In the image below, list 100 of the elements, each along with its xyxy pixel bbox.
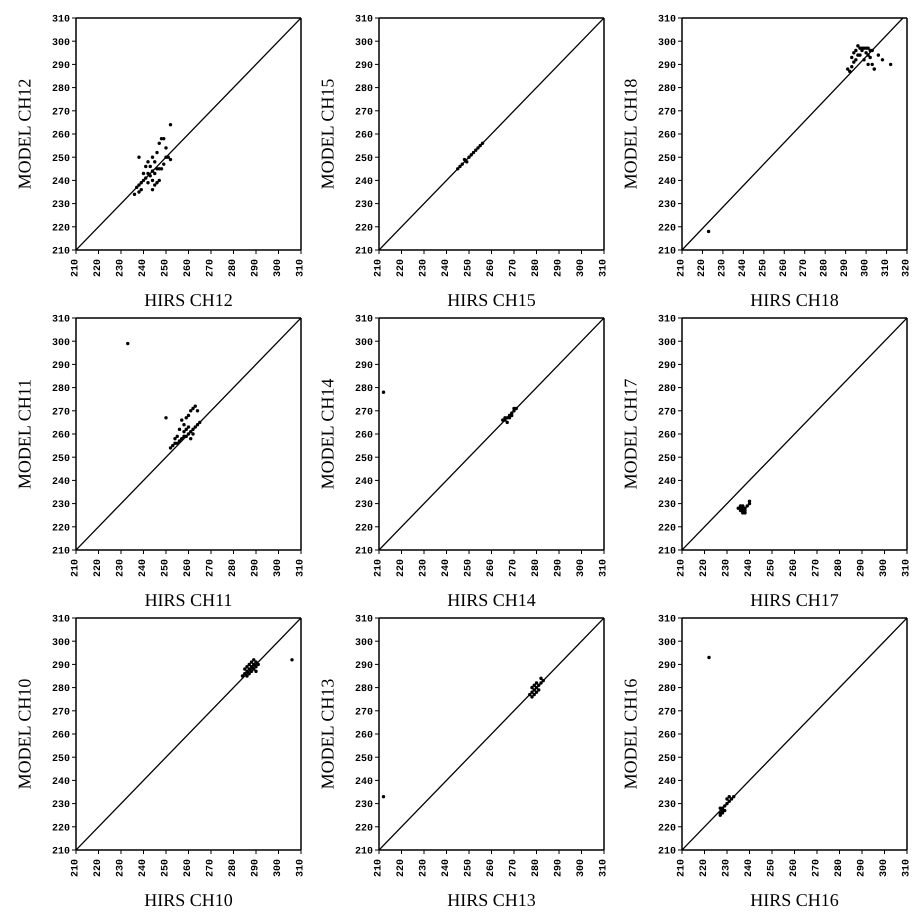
point — [248, 662, 251, 666]
point — [854, 58, 858, 62]
y-tick-label: 230 — [658, 500, 676, 512]
y-axis-title: MODEL CH18 — [620, 78, 640, 190]
x-tick-label: 270 — [206, 559, 216, 578]
y-tick-label: 230 — [52, 500, 70, 512]
y-tick-label: 250 — [354, 154, 373, 165]
y-tick-label: 230 — [354, 500, 373, 512]
y-tick-label: 240 — [354, 776, 373, 788]
point — [186, 425, 190, 429]
y-tick-label: 210 — [658, 546, 676, 558]
x-tick-label: 250 — [464, 259, 474, 278]
x-tick-label: 310 — [902, 559, 912, 578]
point — [530, 695, 534, 699]
y-tick-label: 290 — [658, 60, 676, 72]
y-tick-label: 310 — [658, 614, 676, 626]
y-tick-label: 260 — [354, 130, 373, 142]
x-tick-label: 250 — [766, 559, 778, 578]
x-tick-label: 280 — [531, 559, 542, 578]
y-tick-label: 290 — [354, 660, 373, 672]
y-tick-label: 300 — [658, 338, 676, 349]
x-tick-label: 260 — [789, 859, 800, 878]
x-tick-label: 260 — [789, 559, 800, 578]
y-axis-title: MODEL CH14 — [317, 378, 338, 490]
x-tick-label: 250 — [160, 259, 172, 278]
x-tick-label: 240 — [138, 559, 149, 578]
x-tick-label: 300 — [879, 859, 890, 878]
y-tick-label: 290 — [658, 360, 676, 372]
x-tick-label: 310 — [296, 259, 306, 278]
x-tick-label: 290 — [554, 859, 564, 878]
y-tick-label: 270 — [52, 107, 70, 118]
x-tick-label: 240 — [744, 859, 755, 878]
y-tick-label: 220 — [658, 223, 676, 234]
y-tick-label: 300 — [52, 638, 70, 649]
y-tick-label: 290 — [52, 360, 70, 372]
x-tick-label: 250 — [758, 259, 770, 278]
y-tick-label: 210 — [52, 546, 70, 558]
point — [864, 51, 868, 54]
point — [191, 406, 195, 410]
y-tick-label: 290 — [658, 660, 676, 672]
x-tick-label: 290 — [840, 259, 852, 278]
y-tick-label: 310 — [658, 314, 676, 326]
x-tick-label: 240 — [744, 559, 755, 578]
x-tick-label: 260 — [486, 559, 497, 578]
y-tick-label: 300 — [354, 338, 373, 349]
x-tick-label: 290 — [554, 559, 564, 578]
y-tick-label: 300 — [658, 638, 676, 649]
point — [530, 686, 534, 690]
x-tick-label: 230 — [722, 559, 732, 578]
y-tick-label: 290 — [354, 360, 373, 372]
point — [532, 684, 536, 687]
y-tick-label: 220 — [354, 223, 373, 234]
x-tick-label: 290 — [554, 259, 564, 278]
y-tick-label: 240 — [658, 776, 676, 788]
x-tick-label: 240 — [138, 859, 149, 878]
y-tick-label: 230 — [354, 800, 373, 812]
point — [868, 56, 872, 60]
point — [880, 58, 884, 62]
point — [164, 146, 168, 150]
point — [846, 67, 850, 71]
y-tick-label: 310 — [52, 14, 70, 26]
y-tick-label: 300 — [52, 338, 70, 349]
point — [888, 62, 892, 66]
y-tick-label: 300 — [354, 38, 373, 49]
x-tick-label: 230 — [418, 559, 430, 578]
y-tick-label: 290 — [52, 60, 70, 72]
x-tick-label: 260 — [183, 859, 194, 878]
y-tick-label: 250 — [354, 754, 373, 765]
point — [150, 178, 154, 182]
x-tick-label: 210 — [70, 259, 82, 278]
y-tick-label: 280 — [52, 384, 70, 396]
x-tick-label: 220 — [699, 559, 710, 578]
y-tick-label: 250 — [658, 154, 676, 165]
x-tick-label: 210 — [374, 859, 384, 878]
y-axis-title: MODEL CH12 — [14, 78, 34, 190]
y-tick-label: 290 — [354, 60, 373, 72]
point — [168, 123, 172, 126]
y-tick-label: 270 — [354, 107, 373, 118]
y-tick-label: 240 — [354, 476, 373, 488]
x-tick-label: 300 — [273, 259, 284, 278]
point — [243, 667, 246, 671]
point — [506, 420, 509, 424]
point — [160, 167, 164, 170]
x-tick-label: 260 — [778, 259, 790, 278]
x-tick-label: 220 — [93, 559, 104, 578]
point — [706, 230, 710, 234]
x-tick-label: 230 — [418, 859, 430, 878]
point — [186, 414, 190, 418]
x-tick-label: 270 — [508, 559, 520, 578]
point — [194, 404, 197, 408]
x-tick-label: 220 — [93, 859, 104, 878]
point — [171, 444, 174, 448]
y-tick-label: 300 — [52, 38, 70, 49]
point — [162, 162, 166, 166]
y-tick-label: 220 — [658, 523, 676, 534]
point — [150, 188, 154, 192]
x-axis-title: HIRS CH14 — [447, 590, 536, 610]
y-tick-label: 220 — [354, 823, 373, 834]
point — [126, 342, 130, 346]
x-tick-label: 220 — [396, 859, 407, 878]
